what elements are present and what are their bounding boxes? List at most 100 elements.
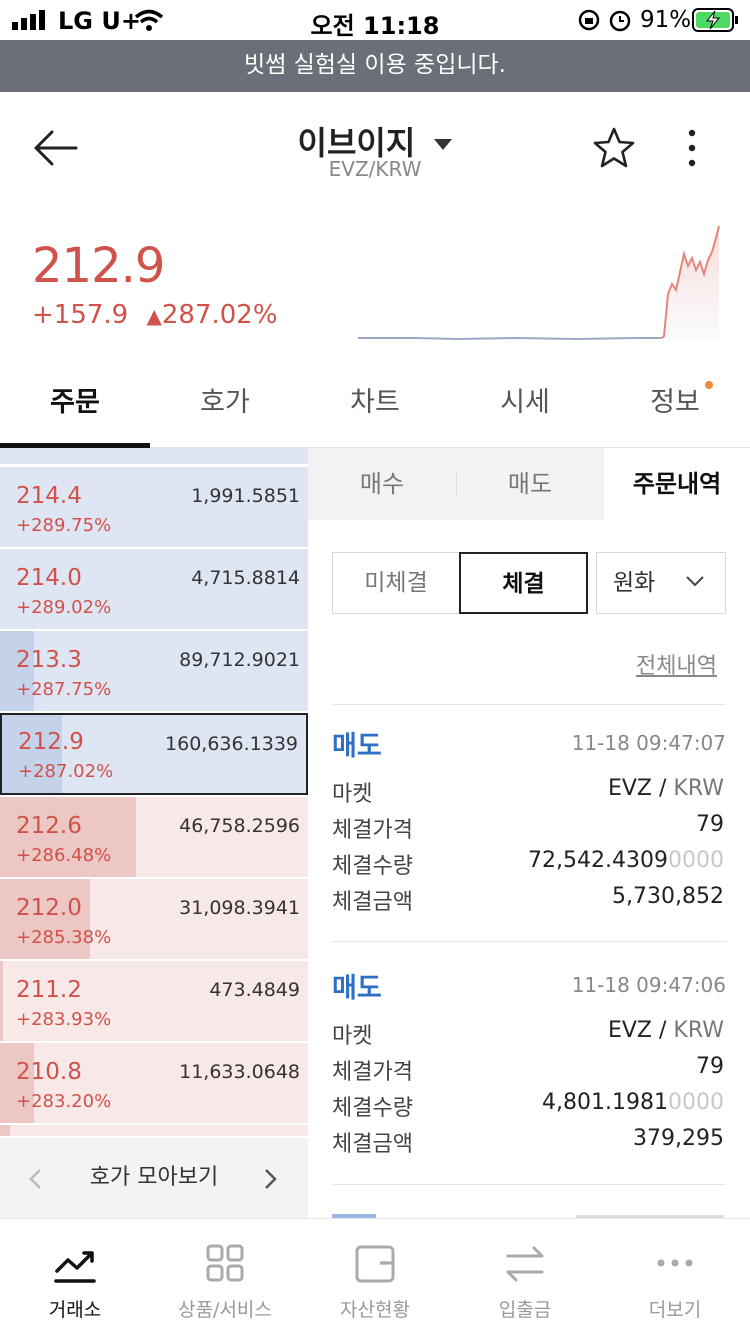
wallet-icon (355, 1245, 395, 1283)
filter-unfilled[interactable]: 미체결 (332, 552, 460, 614)
volume-bar (0, 1125, 10, 1136)
fill-side: 매도 (332, 973, 382, 1004)
orderbook-percent: +283.93% (16, 1009, 112, 1030)
fill-qty: 72,542.43090000 (450, 848, 724, 873)
market-pair: EVZ/KRW (328, 157, 422, 181)
orderbook-percent: +285.38% (16, 927, 112, 948)
currency-value: 원화 (613, 570, 656, 596)
orderbook-row-current[interactable]: 212.9 +287.02% 160,636.1339 (0, 713, 308, 795)
nav-label: 자산현황 (340, 1299, 410, 1321)
divider (332, 941, 726, 942)
nav-more[interactable]: 더보기 (600, 1219, 750, 1334)
rotation-lock-icon (578, 9, 600, 31)
orderbook-volume: 4,715.8814 (191, 567, 300, 589)
tab-buy[interactable]: 매수 (359, 470, 405, 498)
label-amount: 체결금액 (332, 1132, 413, 1157)
orderbook-percent: +289.02% (16, 597, 112, 618)
price-change: +157.9 ▲287.02% (32, 300, 278, 330)
orderbook-row[interactable]: 214.0 +289.02% 4,715.8814 (0, 549, 308, 629)
volume-bar (0, 1043, 34, 1123)
full-history-link[interactable]: 전체내역 (636, 654, 717, 679)
fill-price: 79 (696, 1054, 724, 1079)
more-horizontal-icon (657, 1259, 693, 1267)
price-sparkline (358, 225, 720, 341)
orderbook-percent: +283.20% (16, 1091, 112, 1112)
label-qty: 체결수량 (332, 854, 413, 879)
orderbook-row[interactable]: 213.3 +287.75% 89,712.9021 (0, 631, 308, 711)
fill-price: 79 (696, 812, 724, 837)
fill-qty: 4,801.19810000 (450, 1090, 724, 1115)
star-icon[interactable] (592, 126, 636, 170)
alarm-icon (609, 10, 631, 32)
carrier-name: LG U+ (58, 7, 141, 35)
orderbook-volume: 31,098.3941 (179, 897, 300, 919)
nav-exchange[interactable]: 거래소 (0, 1219, 150, 1334)
orderbook-row[interactable]: 210.8 +283.20% 11,633.0648 (0, 1043, 308, 1123)
more-vertical-icon[interactable] (684, 128, 700, 168)
fill-time: 11-18 09:47:07 (571, 731, 726, 755)
grid-icon (206, 1244, 244, 1282)
orderbook-price: 211.2 (16, 977, 82, 1003)
fill-qty-main: 4,801.1981 (542, 1090, 668, 1115)
filter-filled[interactable]: 체결 (459, 552, 588, 614)
tab-chart[interactable]: 차트 (350, 387, 400, 418)
tab-info[interactable]: 정보 (650, 387, 700, 418)
orderbook-row[interactable] (0, 1125, 308, 1136)
fill-market-quote: KRW (673, 776, 724, 801)
nav-label: 거래소 (48, 1299, 102, 1321)
currency-select[interactable]: 원화 (596, 552, 726, 614)
tab-orderbook[interactable]: 호가 (200, 387, 250, 418)
nav-label: 입출금 (498, 1299, 552, 1321)
orderbook-row[interactable]: 212.0 +285.38% 31,098.3941 (0, 879, 308, 959)
fill-market-base: EVZ / (607, 776, 667, 801)
orderbook-volume: 46,758.2596 (179, 815, 300, 837)
chevron-right-icon[interactable] (264, 1168, 278, 1190)
fill-qty-trail: 0000 (668, 848, 724, 873)
fill-market: EVZ / KRW (500, 776, 724, 801)
nav-assets[interactable]: 자산현황 (300, 1219, 450, 1334)
orderbook-group-label[interactable]: 호가 모아보기 (89, 1165, 219, 1190)
orderbook-group-nav: 호가 모아보기 (0, 1138, 308, 1218)
chart-trend-icon (54, 1251, 96, 1283)
current-price: 212.9 (32, 238, 165, 294)
battery-icon (692, 8, 738, 32)
notification-dot (705, 381, 713, 389)
tab-sell[interactable]: 매도 (507, 470, 553, 498)
orderbook-row[interactable] (0, 448, 308, 464)
bottom-nav: 거래소 상품/서비스 자산현황 입출금 더보기 (0, 1218, 750, 1334)
chevron-down-icon (686, 576, 704, 587)
wifi-icon (134, 9, 164, 31)
volume-bar (0, 631, 34, 711)
tab-divider (456, 472, 457, 496)
back-arrow-icon[interactable] (32, 128, 78, 168)
nav-products[interactable]: 상품/서비스 (150, 1219, 300, 1334)
fill-side: 매도 (332, 731, 382, 762)
tab-order-history[interactable]: 주문내역 (604, 448, 750, 520)
orderbook-price: 212.9 (18, 729, 84, 755)
coin-title[interactable]: 이브이지 (0, 118, 750, 164)
volume-bar (0, 797, 136, 877)
label-market: 마켓 (332, 1024, 373, 1049)
orderbook-price: 212.6 (16, 813, 82, 839)
orderbook-volume: 160,636.1339 (165, 733, 298, 755)
label-qty: 체결수량 (332, 1096, 413, 1121)
fill-market-quote: KRW (673, 1018, 724, 1043)
orderbook-row[interactable]: 211.2 +283.93% 473.4849 (0, 961, 308, 1041)
orderbook-row[interactable]: 214.4 +289.75% 1,991.5851 (0, 467, 308, 547)
tab-quotes[interactable]: 시세 (500, 387, 550, 418)
tab-order[interactable]: 주문 (0, 366, 150, 448)
label-amount: 체결금액 (332, 890, 413, 915)
orderbook-price: 214.0 (16, 565, 82, 591)
fill-market-base: EVZ / (607, 1018, 667, 1043)
transfer-icon (506, 1246, 544, 1282)
chevron-left-icon[interactable] (28, 1168, 42, 1190)
orderbook-row[interactable]: 212.6 +286.48% 46,758.2596 (0, 797, 308, 877)
orderbook-price: 212.0 (16, 895, 82, 921)
orderbook-percent: +286.48% (16, 845, 112, 866)
lab-banner: 빗썸 실험실 이용 중입니다. (0, 40, 750, 92)
orderbook-volume: 1,991.5851 (191, 485, 300, 507)
nav-deposit-withdraw[interactable]: 입출금 (450, 1219, 600, 1334)
orderbook-volume: 11,633.0648 (179, 1061, 300, 1083)
volume-bar (0, 879, 90, 959)
fill-market: EVZ / KRW (500, 1018, 724, 1043)
